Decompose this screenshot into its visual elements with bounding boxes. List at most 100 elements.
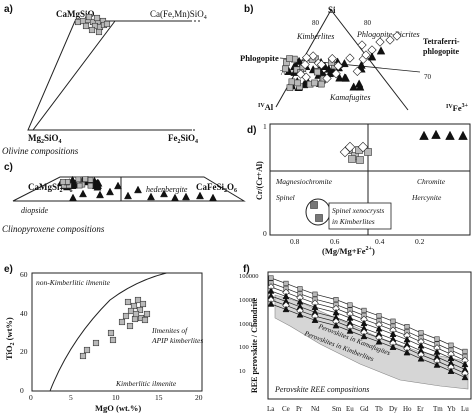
square-marker [462, 348, 468, 354]
triangle-marker [375, 337, 383, 345]
square-marker [74, 18, 82, 26]
ilmenite-xtick-label: 5 [69, 393, 73, 402]
square-marker [364, 148, 372, 156]
triangle-marker [324, 64, 334, 73]
diamond-marker [331, 69, 341, 79]
square-marker [311, 79, 318, 87]
ilmenite-yticks: 60 40 20 0 [20, 270, 28, 395]
square-marker [93, 14, 101, 22]
ilmenite-ytick-label: 0 [20, 386, 24, 395]
spinel-box-line2: in Kimberlites [332, 217, 375, 226]
mica-tick-ml: 70 [280, 69, 288, 77]
ree-ylabel: REE perovskite / Chondrite [250, 297, 259, 393]
square-marker [76, 182, 83, 189]
triangle-marker [445, 130, 455, 140]
triangle-marker [182, 192, 190, 201]
ree-xticks: La Ce Pr Nd Sm Eu Gd Tb Dy Ho Er Tm Yb Lu [267, 405, 469, 413]
square-marker [127, 307, 135, 315]
square-marker [288, 78, 296, 86]
square-marker [126, 322, 134, 330]
tetraferri-label-2: phlogopite [423, 47, 459, 56]
panel-c-label: c) [4, 162, 13, 173]
mica-tick-mr: 70 [424, 73, 432, 81]
square-marker [314, 68, 321, 76]
panel-a: a) CaMgSiO4 Ca(Fe,Mn)SiO4 Mg2SiO4 Fe2SiO… [2, 4, 207, 156]
triangle-marker [124, 191, 132, 200]
mica-points [282, 31, 402, 92]
ree-series-line [270, 303, 466, 378]
triangle-marker [209, 193, 217, 202]
square-marker [134, 296, 142, 304]
triangle-marker [160, 189, 168, 198]
spinel-xlabel: (Mg/Mg+Fe2+) [322, 246, 375, 256]
diamond-marker [385, 35, 395, 45]
diamond-marker [352, 66, 362, 76]
ree-xtick-label: La [267, 405, 275, 413]
square-marker [376, 313, 382, 319]
triangle-marker [403, 348, 411, 356]
diamond-marker [300, 59, 310, 70]
ilmenite-ytick-label: 40 [20, 309, 28, 318]
spinel-xtick-label: 0.8 [290, 237, 300, 246]
olivine-top-right-label: Ca(Fe,Mn)SiO4 [150, 9, 207, 21]
panel-e: e) TiO2 (wt%) MgO (wt.%) non-Kimberlitic… [4, 264, 203, 413]
triangle-marker [335, 73, 344, 82]
square-marker [418, 330, 424, 336]
olivine-points [74, 13, 111, 36]
triangle-marker [196, 191, 204, 200]
triangle-marker [282, 305, 290, 313]
square-marker [356, 156, 364, 164]
ree-xtick-label: Dy [389, 405, 398, 413]
square-marker [286, 55, 293, 62]
triangle-marker [114, 181, 122, 190]
ree-plot-frame [267, 271, 472, 400]
square-marker [83, 346, 91, 354]
ree-ytick-label: 10000 [239, 297, 255, 304]
ree-ytick-label: 100000 [239, 273, 259, 280]
ree-xtick-label: Ho [403, 405, 412, 413]
diamond-marker [308, 51, 318, 61]
spinel-points [310, 129, 468, 222]
olivine-bottom-right-label: Fe2SiO4 [168, 133, 198, 145]
square-marker [434, 336, 440, 342]
ree-series-line [270, 295, 466, 370]
square-marker [318, 80, 325, 88]
triangle-marker [311, 316, 319, 323]
triangle-marker [433, 361, 441, 368]
hedenbergite-label: hedenbergite [146, 185, 188, 194]
square-marker [310, 201, 318, 209]
spinel-plot-frame [269, 123, 471, 236]
square-marker [124, 298, 132, 306]
square-marker [82, 176, 89, 182]
ree-xtick-label: Tb [375, 405, 383, 413]
square-marker [136, 306, 144, 314]
ree-lines [267, 275, 469, 381]
ree-xtick-label: Nd [311, 405, 320, 413]
ilmenite-ytick-label: 20 [20, 347, 28, 356]
square-marker [95, 28, 103, 36]
triangle-marker [147, 192, 155, 201]
square-marker [87, 177, 94, 183]
square-marker [87, 182, 94, 189]
ree-xtick-label: Sm [332, 405, 342, 413]
kimberlites-label: Kimberlites [296, 32, 334, 41]
square-marker [141, 316, 149, 324]
square-marker [118, 318, 126, 326]
triangle-marker [458, 130, 468, 140]
olivine-quad [27, 20, 117, 131]
diamond-marker [316, 60, 327, 70]
ree-yticks: 100000 10000 1000 100 10 [239, 273, 259, 375]
ree-xtick-label: Yb [447, 405, 456, 413]
triangle-marker [419, 130, 429, 140]
square-marker [92, 339, 100, 347]
triangle-marker [340, 58, 349, 68]
square-marker [131, 315, 139, 323]
pyroxene-points [57, 175, 217, 202]
al-corner-label: IVAl [258, 102, 274, 112]
square-marker [132, 310, 140, 318]
spinel-ylabel: Cr/(Cr+Al) [255, 161, 264, 200]
square-marker [361, 307, 367, 313]
pyroxene-caption: Clinopyroxene compositions [2, 224, 105, 234]
triangle-marker [106, 187, 114, 196]
ilmenite-xtick-label: 20 [195, 393, 203, 402]
